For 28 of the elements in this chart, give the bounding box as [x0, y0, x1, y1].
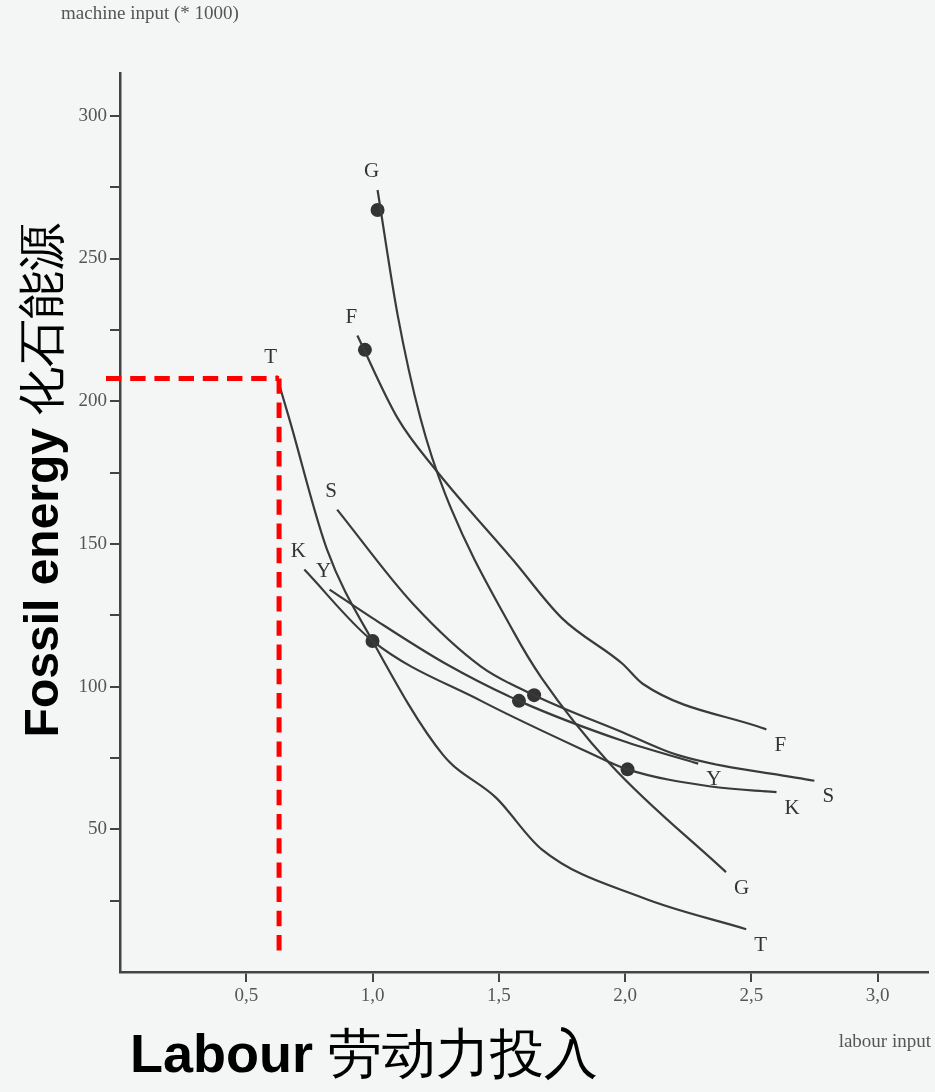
- y-tick-label: 100: [78, 674, 107, 696]
- series-label: F: [345, 303, 358, 328]
- text: G: [734, 874, 750, 899]
- text: K: [784, 794, 800, 819]
- series-label: T: [264, 343, 278, 368]
- text: T: [754, 931, 768, 956]
- series-label: Y: [315, 557, 332, 582]
- x-tick-label: 1,5: [486, 984, 511, 1006]
- text: Y: [706, 766, 722, 791]
- y-tick-label: 150: [78, 531, 107, 553]
- series-label: G: [363, 158, 380, 183]
- y-tick-label: 50: [88, 817, 107, 839]
- y-tick-label: 250: [78, 246, 107, 268]
- y-tick-label: 300: [78, 103, 107, 125]
- series-label: K: [290, 537, 306, 562]
- x-tick-label: 2,5: [739, 984, 764, 1006]
- series-label: S: [325, 477, 337, 502]
- text: S: [822, 783, 835, 808]
- text: F: [774, 731, 787, 756]
- x-axis-title: Labour 劳动力投入: [130, 1021, 598, 1087]
- x-tick-label: 1,0: [360, 984, 385, 1006]
- x-tick-label: 2,0: [613, 984, 637, 1006]
- y-tick-label: 200: [78, 389, 107, 411]
- text: labour input: [838, 1030, 931, 1052]
- x-tick-label: 3,0: [865, 984, 890, 1006]
- x-tick-label: 0,5: [234, 984, 259, 1006]
- text: machine input (* 1000): [60, 2, 240, 24]
- y-axis-title: Fossil energy 化石能源: [12, 222, 70, 738]
